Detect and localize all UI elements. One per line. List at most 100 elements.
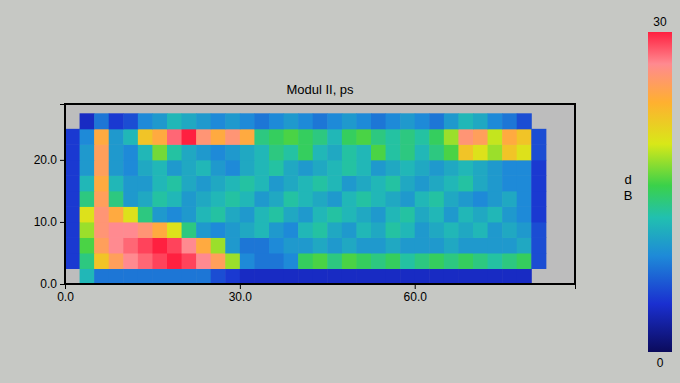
heatmap-cell <box>298 237 313 253</box>
heatmap-cell <box>196 253 211 269</box>
heatmap-cell <box>196 206 211 222</box>
heatmap-cell <box>429 144 444 160</box>
heatmap-cell <box>196 268 211 284</box>
heatmap-cell <box>240 113 255 129</box>
heatmap-cell <box>473 160 488 176</box>
heatmap-cell <box>80 268 95 284</box>
heatmap-cell <box>473 206 488 222</box>
heatmap-cell <box>211 113 226 129</box>
heatmap-cell <box>313 237 328 253</box>
heatmap-cell <box>269 191 284 207</box>
y-tick-mark <box>60 284 65 285</box>
heatmap-cell <box>371 113 386 129</box>
heatmap-cell <box>488 160 503 176</box>
heatmap-cell <box>123 237 138 253</box>
heatmap-cell <box>109 253 124 269</box>
heatmap-cell <box>225 222 240 238</box>
heatmap-cell <box>444 160 459 176</box>
heatmap-cell <box>123 206 138 222</box>
x-tick: 60.0 <box>404 284 428 304</box>
heatmap-cell <box>342 253 357 269</box>
heatmap-cell <box>182 237 197 253</box>
heatmap-cell <box>400 237 415 253</box>
heatmap-cell <box>386 129 401 145</box>
heatmap-cell <box>240 175 255 191</box>
heatmap-cell <box>342 129 357 145</box>
heatmap-cell <box>400 175 415 191</box>
heatmap-cell <box>269 113 284 129</box>
heatmap-cell <box>415 129 430 145</box>
heatmap-cell <box>109 160 124 176</box>
heatmap-cell <box>488 206 503 222</box>
heatmap-cell <box>356 222 371 238</box>
heatmap-cell <box>123 191 138 207</box>
heatmap-cell <box>240 191 255 207</box>
heatmap-cell <box>254 113 269 129</box>
heatmap-cell <box>531 222 546 238</box>
x-tick-mark <box>240 284 241 289</box>
heatmap-cell <box>444 129 459 145</box>
heatmap-cells <box>65 113 546 284</box>
heatmap-cell <box>356 113 371 129</box>
heatmap-cell <box>225 160 240 176</box>
heatmap-cell <box>80 206 95 222</box>
heatmap-cell <box>502 191 517 207</box>
heatmap-cell <box>80 175 95 191</box>
heatmap-cell <box>240 206 255 222</box>
heatmap-cell <box>473 191 488 207</box>
heatmap-cell <box>152 144 167 160</box>
heatmap-cell <box>80 144 95 160</box>
heatmap-cell <box>531 237 546 253</box>
heatmap-cell <box>458 129 473 145</box>
heatmap-cell <box>152 253 167 269</box>
heatmap-cell <box>254 268 269 284</box>
heatmap-cell <box>65 206 80 222</box>
heatmap-cell <box>415 222 430 238</box>
colorbar-label-part: d <box>624 172 631 187</box>
heatmap-cell <box>196 175 211 191</box>
heatmap-cell <box>182 268 197 284</box>
heatmap-cell <box>488 222 503 238</box>
heatmap-cell <box>182 175 197 191</box>
heatmap-cell <box>298 268 313 284</box>
x-axis: 0.030.060.0 <box>57 284 575 304</box>
heatmap-cell <box>415 175 430 191</box>
heatmap-cell <box>225 191 240 207</box>
heatmap-cell <box>356 175 371 191</box>
x-tick-mark <box>415 284 416 289</box>
heatmap-cell <box>444 191 459 207</box>
heatmap-cell <box>371 222 386 238</box>
heatmap-cell <box>502 237 517 253</box>
heatmap-cell <box>94 160 109 176</box>
heatmap-cell <box>211 175 226 191</box>
plot-background <box>65 104 575 284</box>
heatmap-cell <box>371 160 386 176</box>
heatmap-cell <box>531 129 546 145</box>
heatmap-cell <box>386 268 401 284</box>
heatmap-cell <box>284 268 299 284</box>
heatmap-cell <box>152 113 167 129</box>
heatmap-cell <box>167 222 182 238</box>
heatmap-cell <box>211 191 226 207</box>
heatmap-cell <box>298 222 313 238</box>
heatmap-cell <box>458 253 473 269</box>
heatmap-cell <box>284 206 299 222</box>
heatmap-cell <box>109 206 124 222</box>
heatmap-cell <box>327 191 342 207</box>
heatmap-cell <box>211 144 226 160</box>
heatmap-cell <box>225 129 240 145</box>
heatmap-cell <box>109 222 124 238</box>
x-tick-label: 0.0 <box>57 290 74 304</box>
heatmap-cell <box>444 253 459 269</box>
heatmap-cell <box>458 113 473 129</box>
heatmap-cell <box>138 268 153 284</box>
heatmap-cell <box>254 222 269 238</box>
heatmap-cell <box>298 253 313 269</box>
heatmap-cell <box>502 160 517 176</box>
heatmap-cell <box>386 144 401 160</box>
heatmap-cell <box>313 191 328 207</box>
heatmap-cell <box>284 237 299 253</box>
heatmap-cell <box>94 113 109 129</box>
heatmap-cell <box>138 175 153 191</box>
heatmap-cell <box>254 144 269 160</box>
